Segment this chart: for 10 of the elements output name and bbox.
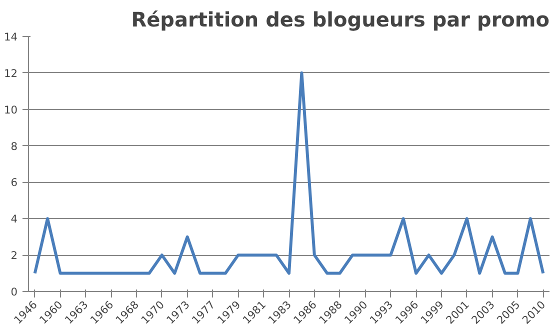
y-tick-label: 10 bbox=[4, 103, 18, 116]
y-tick-label: 14 bbox=[4, 30, 18, 44]
y-tick-label: 6 bbox=[10, 176, 18, 190]
y-tick-label: 4 bbox=[10, 212, 18, 226]
chart-title: Répartition des blogueurs par promo bbox=[131, 8, 550, 32]
y-tick-label: 0 bbox=[10, 286, 18, 298]
y-tick-label: 12 bbox=[4, 66, 18, 80]
y-tick-label: 8 bbox=[10, 140, 18, 153]
y-tick-label: 2 bbox=[10, 249, 18, 262]
line-series bbox=[33, 71, 545, 275]
